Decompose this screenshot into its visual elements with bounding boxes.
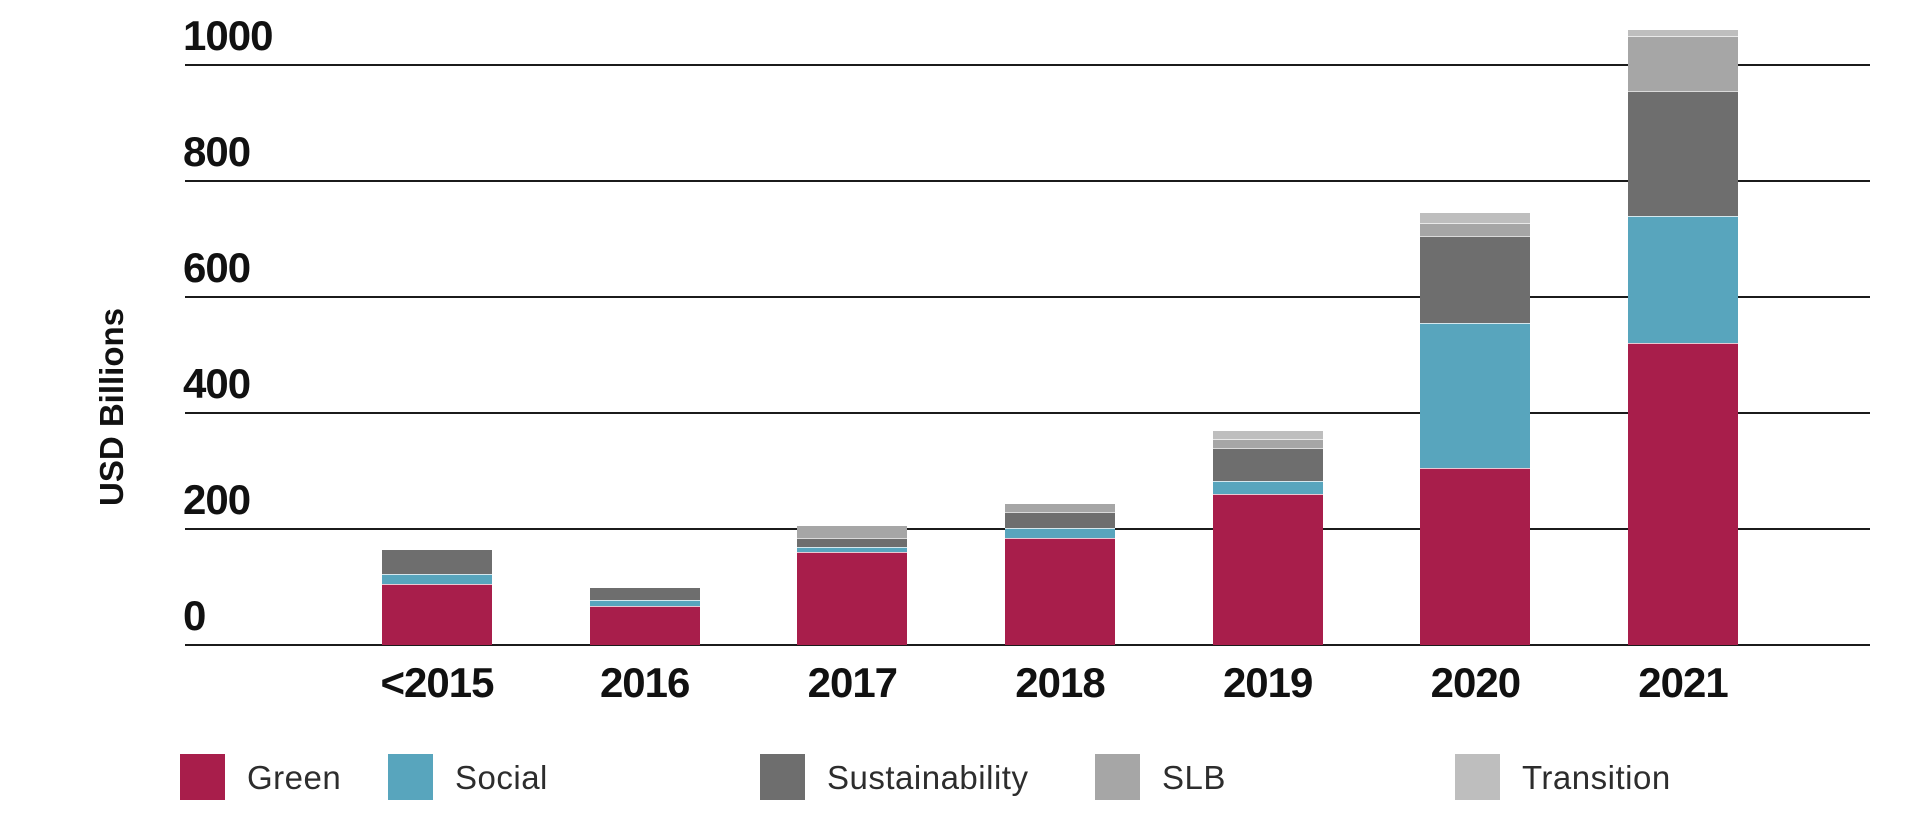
bar-segment-transition — [1420, 213, 1531, 223]
gridline-400 — [185, 412, 1870, 414]
bar-pre-2015 — [382, 550, 492, 646]
legend-swatch-transition — [1455, 754, 1500, 800]
y-tick-label: 0 — [183, 592, 206, 639]
x-axis-label: <2015 — [380, 659, 495, 706]
bar-segment-sustainability — [797, 537, 908, 547]
x-axis-label: 2019 — [1222, 659, 1313, 706]
bar-segment-slb — [1212, 439, 1323, 448]
bar-segment-transition — [1212, 430, 1323, 440]
gridline-600 — [185, 296, 1870, 298]
bar-segment-slb — [797, 526, 908, 538]
y-tick-label: 400 — [183, 360, 251, 407]
bar-segment-green — [1005, 537, 1115, 645]
bar-segment-green — [797, 552, 908, 645]
legend-item-slb: SLB — [1095, 754, 1226, 800]
legend-label: SLB — [1162, 758, 1226, 796]
bar-2017 — [797, 526, 908, 646]
x-axis-label: 2017 — [807, 659, 898, 706]
bar-segment-transition — [1628, 30, 1739, 36]
x-axis-label: 2020 — [1430, 659, 1521, 706]
y-tick-label: 200 — [183, 476, 251, 523]
legend-swatch-social — [388, 754, 433, 800]
bar-segment-sustainability — [1005, 511, 1115, 528]
bar-segment-social — [1420, 323, 1531, 469]
bar-segment-green — [1212, 494, 1323, 645]
legend-label: Transition — [1522, 758, 1671, 796]
bar-segment-social — [1628, 215, 1739, 344]
legend-swatch-slb — [1095, 754, 1140, 800]
bar-segment-green — [1628, 343, 1739, 645]
legend-item-transition: Transition — [1455, 754, 1671, 800]
gridline-800 — [185, 180, 1870, 182]
y-tick-label: 600 — [183, 244, 251, 291]
bar-segment-green — [1420, 468, 1531, 645]
gridline-1000 — [185, 64, 1870, 66]
bar-2021 — [1628, 30, 1739, 646]
legend-item-sustainability: Sustainability — [760, 754, 1028, 800]
y-tick-label: 800 — [183, 128, 251, 175]
bar-segment-slb — [1628, 35, 1739, 92]
bar-2018 — [1005, 504, 1115, 646]
bar-2019 — [1212, 430, 1323, 646]
x-axis-label: 2021 — [1638, 659, 1728, 706]
bar-segment-green — [589, 606, 700, 645]
bar-2020 — [1420, 213, 1531, 646]
x-axis-label: 2016 — [599, 659, 690, 706]
bar-segment-sustainability — [1212, 447, 1323, 481]
bar-segment-slb — [1005, 504, 1115, 512]
bar-segment-social — [797, 546, 908, 553]
bar-segment-social — [382, 573, 492, 585]
legend-item-social: Social — [388, 754, 548, 800]
legend-swatch-green — [180, 754, 225, 800]
bar-2016 — [589, 587, 700, 646]
legend-swatch-sustainability — [760, 754, 805, 800]
bar-segment-sustainability — [1420, 236, 1531, 324]
bar-segment-social — [1005, 527, 1115, 538]
legend-item-green: Green — [180, 754, 341, 800]
bar-segment-sustainability — [589, 587, 700, 601]
y-axis-title: USD Billions — [93, 307, 130, 507]
bar-segment-social — [1212, 480, 1323, 495]
bar-segment-sustainability — [382, 550, 492, 574]
legend-label: Sustainability — [827, 758, 1029, 796]
x-axis-label: 2018 — [1015, 659, 1105, 706]
bar-segment-sustainability — [1628, 91, 1739, 216]
bar-segment-slb — [1420, 222, 1531, 237]
y-tick-label: 1000 — [183, 12, 273, 59]
legend-label: Green — [247, 758, 342, 796]
bar-segment-social — [589, 600, 700, 607]
bar-segment-green — [382, 584, 492, 645]
gridline-0 — [185, 644, 1870, 646]
legend-label: Social — [455, 758, 548, 796]
